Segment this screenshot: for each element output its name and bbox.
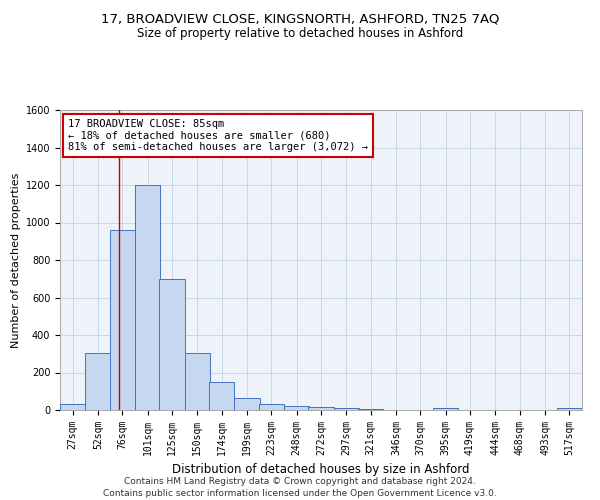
Bar: [160, 279, 185, 410]
Y-axis label: Number of detached properties: Number of detached properties: [11, 172, 22, 348]
Bar: [209, 382, 234, 410]
Bar: [185, 353, 210, 410]
Bar: [259, 404, 284, 410]
Bar: [433, 408, 458, 410]
Text: Contains public sector information licensed under the Open Government Licence v3: Contains public sector information licen…: [103, 489, 497, 498]
X-axis label: Distribution of detached houses by size in Ashford: Distribution of detached houses by size …: [172, 464, 470, 476]
Bar: [85, 353, 110, 410]
Bar: [557, 408, 582, 410]
Bar: [358, 409, 383, 410]
Bar: [284, 406, 309, 410]
Text: Contains HM Land Registry data © Crown copyright and database right 2024.: Contains HM Land Registry data © Crown c…: [124, 478, 476, 486]
Text: Size of property relative to detached houses in Ashford: Size of property relative to detached ho…: [137, 28, 463, 40]
Bar: [60, 404, 85, 410]
Bar: [110, 230, 135, 410]
Text: 17, BROADVIEW CLOSE, KINGSNORTH, ASHFORD, TN25 7AQ: 17, BROADVIEW CLOSE, KINGSNORTH, ASHFORD…: [101, 12, 499, 26]
Bar: [235, 398, 260, 410]
Bar: [308, 407, 334, 410]
Bar: [334, 408, 359, 410]
Bar: [135, 185, 160, 410]
Text: 17 BROADVIEW CLOSE: 85sqm
← 18% of detached houses are smaller (680)
81% of semi: 17 BROADVIEW CLOSE: 85sqm ← 18% of detac…: [68, 119, 368, 152]
